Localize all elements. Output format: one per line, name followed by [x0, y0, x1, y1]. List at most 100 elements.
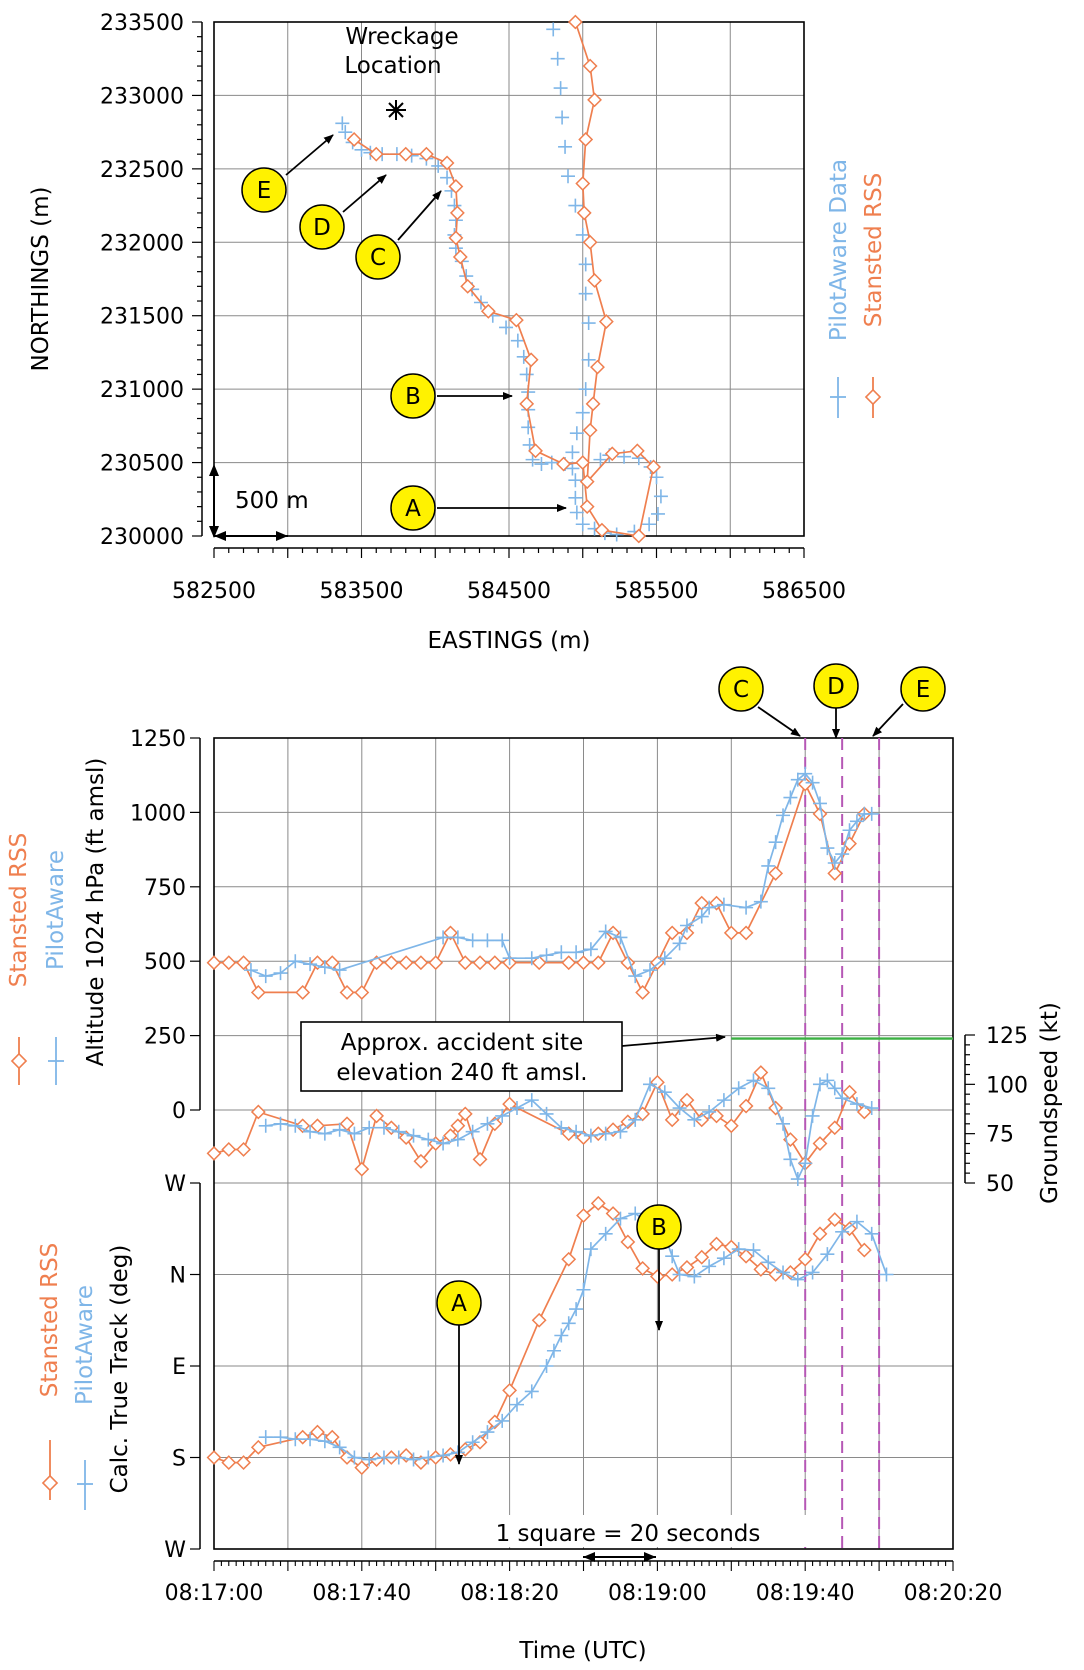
map-point-rss: [631, 528, 647, 544]
map-point-rss: [519, 396, 535, 412]
track-point-rss: [369, 1452, 385, 1467]
timeline-marker-a: A: [436, 1280, 482, 1465]
groundspeed-point-pilotaware: [776, 1116, 791, 1131]
altitude-legend-pilotaware: PilotAware: [43, 850, 69, 970]
map-scale-bar: 500 m: [209, 464, 309, 541]
map-series-line-rss: [353, 21, 655, 537]
map-marker-d: D: [299, 174, 387, 250]
track-point-pilotaware: [436, 1448, 451, 1463]
groundspeed-point-rss: [590, 1126, 606, 1142]
groundspeed-point-rss: [413, 1153, 429, 1169]
timeline-marker-b-label: B: [651, 1215, 667, 1241]
altitude-point-rss: [206, 955, 222, 971]
groundspeed-point-pilotaware: [827, 1081, 842, 1096]
altitude-point-pilotaware: [694, 909, 709, 924]
map-y-tick-label: 233000: [100, 84, 184, 109]
track-point-pilotaware: [509, 1397, 524, 1412]
groundspeed-point-pilotaware: [864, 1101, 879, 1116]
track-y-tick-label: W: [164, 1538, 186, 1563]
altitude-point-pilotaware: [273, 966, 288, 981]
track-point-rss: [797, 1251, 813, 1267]
map-point-pilotaware: [555, 110, 570, 125]
map-point-pilotaware: [534, 457, 549, 472]
time-scale-note: 1 square = 20 seconds: [440, 1515, 810, 1562]
track-point-pilotaware: [554, 1328, 569, 1343]
track-point-pilotaware: [805, 1265, 820, 1280]
track-point-pilotaware: [746, 1243, 761, 1258]
altitude-point-pilotaware: [628, 969, 643, 984]
groundspeed-point-rss: [842, 1084, 857, 1100]
groundspeed-point-pilotaware: [761, 1081, 776, 1096]
track-legend-swatches: [41, 1440, 93, 1510]
altitude-point-rss: [324, 955, 340, 971]
track-point-pilotaware: [687, 1269, 702, 1284]
altitude-point-pilotaware: [798, 766, 813, 781]
map-point-rss: [575, 176, 591, 191]
track-y-tick-label: N: [170, 1264, 186, 1289]
altitude-point-rss: [250, 985, 266, 1000]
groundspeed-point-pilotaware: [812, 1077, 827, 1092]
track-point-rss: [324, 1429, 340, 1445]
altitude-point-pilotaware: [753, 894, 768, 909]
track-point-rss: [531, 1312, 547, 1328]
groundspeed-point-rss: [369, 1108, 385, 1124]
groundspeed-point-pilotaware: [746, 1073, 761, 1088]
track-point-pilotaware: [362, 1452, 377, 1467]
altitude-point-pilotaware: [502, 951, 517, 966]
altitude-point-rss: [236, 955, 251, 971]
altitude-point-pilotaware: [739, 900, 754, 915]
altitude-point-pilotaware: [812, 796, 827, 811]
map-point-pilotaware: [569, 426, 584, 441]
timeline-marker-c: C: [718, 666, 801, 737]
map-point-pilotaware: [581, 352, 596, 367]
time-axis-title: Time (UTC): [518, 1638, 646, 1664]
timeline-marker-d-label: D: [827, 674, 845, 700]
map-grid: [213, 21, 805, 537]
map-point-pilotaware: [568, 490, 583, 505]
track-point-pilotaware: [391, 1450, 406, 1465]
map-point-rss: [398, 146, 414, 162]
groundspeed-point-pilotaware: [436, 1136, 451, 1151]
map-point-rss: [508, 312, 524, 328]
track-point-pilotaware: [702, 1259, 717, 1274]
map-point-rss: [480, 303, 496, 319]
altitude-point-pilotaware: [835, 847, 850, 862]
altitude-point-pilotaware: [288, 954, 303, 969]
groundspeed-point-rss: [450, 1118, 466, 1134]
altitude-point-pilotaware: [783, 790, 798, 805]
track-point-rss: [295, 1429, 311, 1445]
track-point-pilotaware: [539, 1359, 554, 1373]
wreckage-label-line2: Location: [344, 53, 441, 79]
scale-arrow-down-icon: [209, 526, 219, 538]
groundspeed-point-pilotaware: [716, 1093, 731, 1108]
map-point-pilotaware: [593, 452, 608, 467]
altitude-point-pilotaware: [672, 936, 687, 951]
map-legend-rss: Stansted RSS: [861, 173, 887, 328]
altitude-point-rss: [635, 985, 651, 1000]
groundspeed-y-tick-label: 50: [986, 1172, 1014, 1197]
map-x-axis-title: EASTINGS (m): [428, 628, 591, 654]
altitude-point-pilotaware: [539, 948, 554, 963]
altitude-point-rss: [443, 925, 458, 941]
accident-elevation-box: [300, 1021, 623, 1092]
groundspeed-point-pilotaware: [783, 1152, 798, 1167]
map-point-rss: [460, 278, 476, 294]
time-scale-note-label: 1 square = 20 seconds: [496, 1521, 761, 1547]
groundspeed-point-rss: [221, 1142, 237, 1157]
altitude-point-rss: [694, 895, 710, 911]
track-point-rss: [250, 1439, 266, 1455]
map-point-rss: [368, 146, 384, 162]
groundspeed-point-rss: [827, 1120, 843, 1136]
map-point-pilotaware: [642, 517, 657, 532]
groundspeed-point-rss: [620, 1114, 636, 1130]
groundspeed-point-pilotaware: [480, 1116, 495, 1131]
time-scale-arrow-left-icon: [583, 1552, 595, 1562]
map-point-pilotaware: [578, 382, 593, 397]
map-y-tick-label: 233500: [100, 11, 184, 36]
track-point-rss: [827, 1212, 843, 1228]
track-point-pilotaware: [731, 1242, 746, 1257]
groundspeed-point-pilotaware: [258, 1118, 273, 1133]
map-point-pilotaware: [650, 506, 665, 521]
map-axis-ticks: 582500 583500 584500 585500 586500 230000 2305…: [100, 11, 846, 604]
map-point-rss: [594, 522, 610, 538]
